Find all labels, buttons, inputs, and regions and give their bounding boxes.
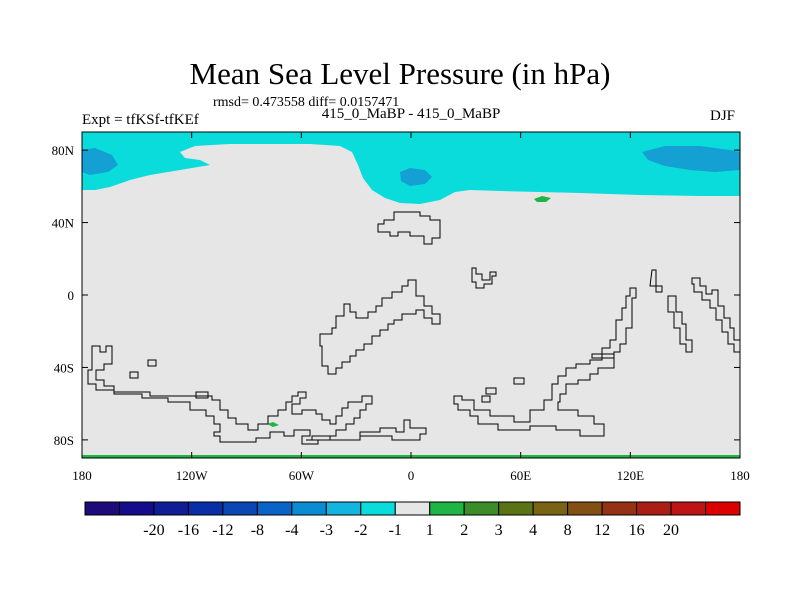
- comparison-label: 415_0_MaBP - 415_0_MaBP: [321, 106, 501, 122]
- coast-western-long: [87, 345, 373, 445]
- colorbar-swatch: [463, 501, 500, 516]
- x-tick-label: 120E: [617, 468, 645, 483]
- colorbar-swatch: [256, 501, 293, 516]
- coast-southern-east: [453, 287, 637, 437]
- colorbar-swatch: [429, 501, 465, 516]
- x-axis: 180 120W 60W 0 60E 120E 180: [72, 132, 750, 483]
- stats-label: rmsd= 0.473558 diff= 0.0157471: [213, 95, 400, 110]
- strong-anomaly-patch-east: [642, 146, 740, 172]
- x-tick-label: 180: [72, 468, 92, 483]
- positive-anomaly-spot-1: [534, 196, 551, 202]
- coast-arabian-caspian: [377, 211, 441, 245]
- experiment-label: Expt = tfKSf-tfKEf: [82, 112, 199, 128]
- colorbar-label: 16: [629, 522, 645, 539]
- colorbar-swatch: [532, 501, 569, 516]
- negative-anomaly-band: [82, 132, 740, 204]
- colorbar-label: 8: [564, 522, 572, 539]
- colorbar-swatch: [291, 501, 327, 516]
- colorbar-swatch: [360, 501, 396, 516]
- x-tick-label: 120W: [176, 468, 209, 483]
- colorbar-swatch: [705, 501, 741, 516]
- colorbar-label: 12: [594, 522, 610, 539]
- colorbar-swatch: [567, 501, 603, 516]
- strong-anomaly-patch-west: [82, 148, 118, 175]
- colorbar-label: 20: [663, 522, 679, 539]
- colorbar-label: 1: [426, 522, 434, 539]
- colorbar-swatch: [153, 501, 189, 516]
- chart-title: Mean Sea Level Pressure (in hPa): [189, 56, 611, 91]
- colorbar-label: -2: [354, 522, 367, 539]
- coast-small-islands-east: [481, 353, 615, 403]
- y-tick-label: 80S: [54, 433, 74, 448]
- colorbar-label: 2: [460, 522, 468, 539]
- colorbar-swatch: [222, 501, 258, 516]
- colorbar-label: -20: [143, 522, 164, 539]
- x-tick-label: 60W: [289, 468, 315, 483]
- colorbar: -20 -16 -12 -8 -4 -3 -2 -1 1 2 3 4 8 12 16 20: [84, 501, 741, 539]
- season-label: DJF: [710, 108, 736, 124]
- colorbar-swatch: [84, 501, 120, 516]
- colorbar-label: 3: [495, 522, 503, 539]
- colorbar-label: -8: [251, 522, 264, 539]
- coast-central-blocks: [471, 267, 497, 289]
- coast-southeast-asia: [649, 269, 693, 353]
- positive-anomaly-spot-2: [267, 422, 279, 427]
- colorbar-swatch: [601, 501, 638, 516]
- colorbar-label: -3: [320, 522, 333, 539]
- y-axis: 80N 40N 0 40S 80S: [52, 143, 740, 448]
- map-panel: [81, 131, 741, 459]
- y-tick-label: 40N: [52, 216, 75, 231]
- colorbar-label: -12: [212, 522, 233, 539]
- x-tick-label: 180: [730, 468, 750, 483]
- colorbar-swatch: [498, 501, 534, 516]
- y-tick-label: 0: [68, 288, 75, 303]
- colorbar-label: -1: [389, 522, 402, 539]
- coast-western-south: [319, 279, 441, 375]
- strong-anomaly-patch-central: [400, 168, 432, 186]
- colorbar-swatch: [394, 501, 431, 516]
- y-tick-label: 80N: [52, 143, 75, 158]
- coast-antarctic-central: [306, 419, 427, 441]
- coast-small-islands-west: [129, 359, 209, 399]
- y-tick-label: 40S: [54, 360, 74, 375]
- colorbar-label: 4: [529, 522, 537, 539]
- colorbar-label: -4: [285, 522, 298, 539]
- x-tick-label: 0: [408, 468, 415, 483]
- x-tick-label: 60E: [510, 468, 531, 483]
- colorbar-swatch: [636, 501, 672, 516]
- colorbar-swatch: [325, 501, 362, 516]
- colorbar-swatch: [187, 501, 224, 516]
- coastlines: [87, 211, 741, 445]
- colorbar-swatch: [118, 501, 155, 516]
- colorbar-label: -16: [178, 522, 199, 539]
- colorbar-swatch: [670, 501, 707, 516]
